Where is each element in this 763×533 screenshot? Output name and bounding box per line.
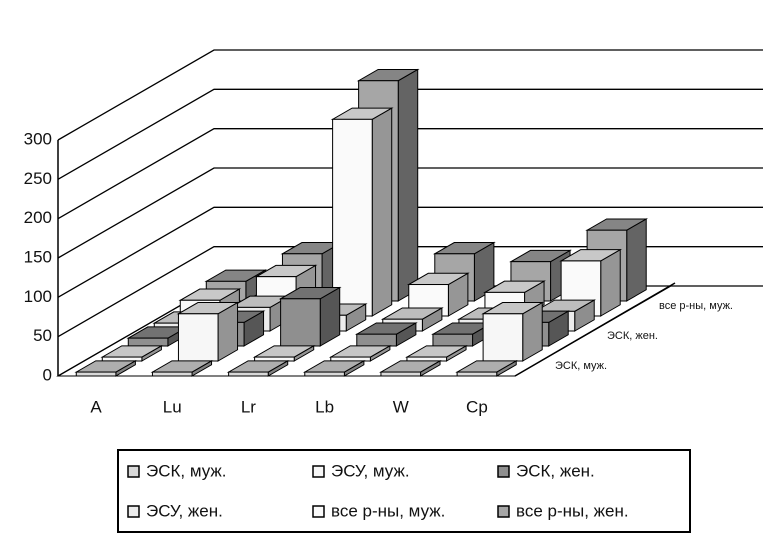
depth-axis xyxy=(514,282,676,377)
y-tick-label: 250 xyxy=(24,169,52,188)
bar xyxy=(330,107,394,317)
grid-line xyxy=(57,206,763,298)
legend-swatch xyxy=(127,505,140,518)
bar xyxy=(455,359,519,377)
bar-front xyxy=(380,371,422,377)
depth-label: ЭСК, муж. xyxy=(555,360,607,372)
legend-label: ЭСК, муж. xyxy=(146,461,227,480)
x-tick-label: Lb xyxy=(315,397,334,416)
bar-front xyxy=(280,298,321,347)
bar xyxy=(252,344,316,362)
bar xyxy=(176,301,240,362)
bar-front xyxy=(127,337,169,347)
legend-swatch xyxy=(497,465,510,478)
legend-label: ЭСУ, муж. xyxy=(331,461,410,480)
x-tick-label: Cp xyxy=(466,397,488,416)
bar xyxy=(302,359,366,377)
legend-swatch xyxy=(312,465,325,478)
x-tick-label: W xyxy=(393,397,409,416)
y-tick-label: 100 xyxy=(24,287,52,306)
bar xyxy=(74,359,138,377)
legend-label: все р-ны, жен. xyxy=(516,501,629,520)
legend-label: ЭСУ, жен. xyxy=(146,501,223,520)
bar xyxy=(379,359,442,377)
bar xyxy=(481,301,545,362)
y-tick-label: 50 xyxy=(33,326,52,345)
depth-label: все р-ны, муж. xyxy=(659,300,733,312)
legend-swatch xyxy=(127,465,140,478)
bar xyxy=(100,344,164,362)
bar-front xyxy=(456,371,498,377)
bar xyxy=(278,286,342,347)
bar xyxy=(328,344,392,362)
legend-swatch xyxy=(312,505,325,518)
legend-label: ЭСК, жен. xyxy=(516,461,595,480)
bar-front xyxy=(356,333,397,347)
grid-line xyxy=(57,128,763,220)
grid-line xyxy=(57,49,763,141)
bar-front xyxy=(177,313,219,362)
bar-side xyxy=(371,107,393,317)
bar-front xyxy=(75,371,117,377)
y-tick-label: 0 xyxy=(43,365,52,384)
bar-front xyxy=(432,333,474,347)
bar-side xyxy=(397,68,419,302)
bar-side xyxy=(626,218,647,302)
bar-front xyxy=(228,371,269,377)
bar-front xyxy=(151,371,193,377)
bar xyxy=(150,359,214,377)
legend-box xyxy=(117,449,691,533)
bar-front xyxy=(332,118,373,317)
y-tick-label: 300 xyxy=(24,129,52,148)
y-tick-label: 200 xyxy=(24,208,52,227)
x-tick-label: Lr xyxy=(241,397,256,416)
x-tick-label: A xyxy=(90,397,102,416)
grid-line xyxy=(57,88,763,180)
y-tick-label: 150 xyxy=(24,247,52,266)
bar xyxy=(226,359,290,377)
legend-label: все р-ны, муж. xyxy=(331,501,445,520)
bar-front xyxy=(304,371,345,377)
legend-swatch xyxy=(497,505,510,518)
depth-label: ЭСК, жен. xyxy=(607,330,658,342)
grid-line xyxy=(57,167,763,259)
bar-front xyxy=(482,313,524,362)
x-tick-label: Lu xyxy=(163,397,182,416)
bar xyxy=(354,322,418,347)
